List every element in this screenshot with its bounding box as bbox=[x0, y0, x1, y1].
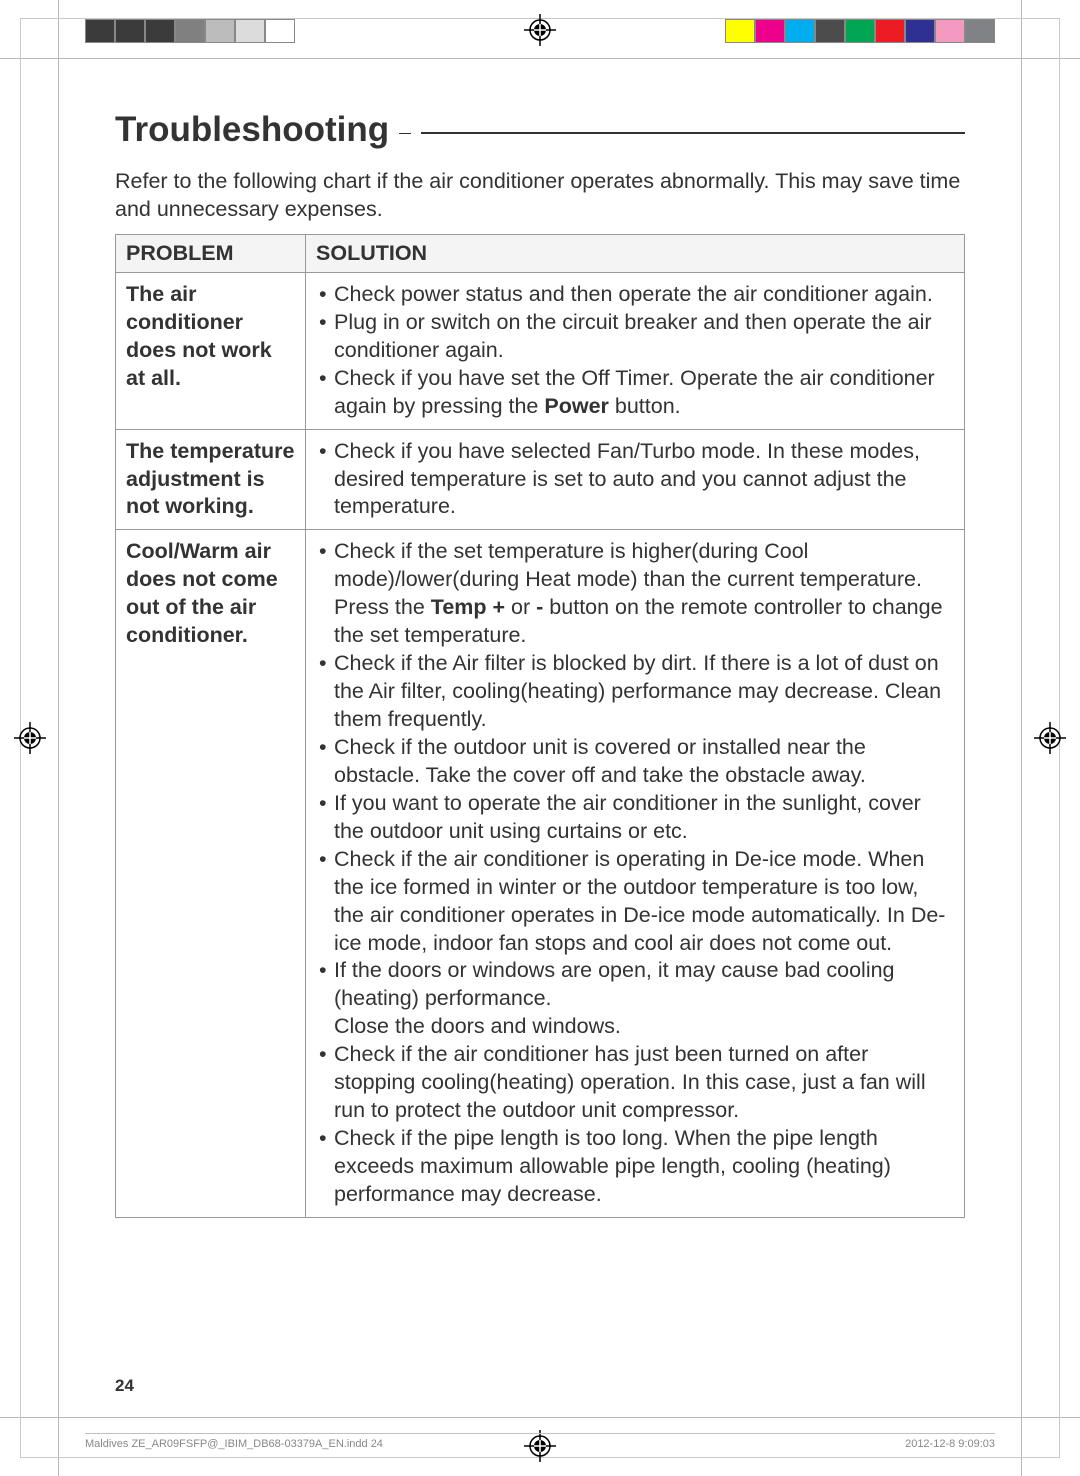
color-swatch bbox=[935, 19, 965, 43]
problem-cell: Cool/Warm air does not come out of the a… bbox=[116, 530, 306, 1218]
solution-item: Check power status and then operate the … bbox=[316, 281, 954, 309]
crop-line bbox=[1021, 0, 1022, 1476]
problem-cell: The air conditioner does not work at all… bbox=[116, 272, 306, 429]
table-row: The air conditioner does not work at all… bbox=[116, 272, 965, 429]
solution-item: Check if the outdoor unit is covered or … bbox=[316, 734, 954, 790]
color-swatch bbox=[755, 19, 785, 43]
solution-item: Check if the Air filter is blocked by di… bbox=[316, 650, 954, 734]
color-swatch bbox=[265, 19, 295, 43]
solution-text: Temp + bbox=[431, 595, 505, 619]
color-swatch bbox=[205, 19, 235, 43]
color-swatch bbox=[905, 19, 935, 43]
solution-item: Plug in or switch on the circuit breaker… bbox=[316, 309, 954, 365]
title-rule bbox=[421, 132, 965, 134]
color-bar-right bbox=[725, 19, 995, 43]
solution-text: Check if the outdoor unit is covered or … bbox=[334, 735, 866, 787]
registration-mark-icon bbox=[14, 722, 46, 754]
solution-cell: Check power status and then operate the … bbox=[306, 272, 965, 429]
crop-line bbox=[0, 1417, 1080, 1418]
intro-text: Refer to the following chart if the air … bbox=[115, 168, 965, 224]
table-row: The temperature adjustment is not workin… bbox=[116, 429, 965, 530]
solution-item: If you want to operate the air condition… bbox=[316, 790, 954, 846]
page: Troubleshooting Refer to the following c… bbox=[0, 0, 1080, 1476]
solution-text: Check power status and then operate the … bbox=[334, 282, 933, 306]
color-swatch bbox=[115, 19, 145, 43]
solution-item: Check if the pipe length is too long. Wh… bbox=[316, 1125, 954, 1209]
solution-text: button. bbox=[609, 394, 681, 418]
color-swatch bbox=[725, 19, 755, 43]
solution-item: Check if the air conditioner has just be… bbox=[316, 1041, 954, 1125]
footer-rule bbox=[85, 1433, 995, 1434]
solution-cell: Check if the set temperature is higher(d… bbox=[306, 530, 965, 1218]
color-swatch bbox=[815, 19, 845, 43]
solution-list: Check if you have selected Fan/Turbo mod… bbox=[316, 438, 954, 522]
crop-tick bbox=[42, 1396, 64, 1418]
footer-file: Maldives ZE_AR09FSFP@_IBIM_DB68-03379A_E… bbox=[85, 1438, 383, 1450]
registration-mark-icon bbox=[1034, 722, 1066, 754]
title-rule-tick bbox=[399, 133, 411, 145]
color-swatch bbox=[965, 19, 995, 43]
crop-tick bbox=[42, 58, 64, 80]
page-number: 24 bbox=[115, 1376, 134, 1396]
solution-list: Check power status and then operate the … bbox=[316, 281, 954, 421]
solution-text: Power bbox=[544, 394, 609, 418]
table-row: Cool/Warm air does not come out of the a… bbox=[116, 530, 965, 1218]
color-bar-left bbox=[85, 19, 295, 43]
solution-text: Check if the pipe length is too long. Wh… bbox=[334, 1126, 891, 1206]
col-problem: PROBLEM bbox=[116, 234, 306, 272]
problem-cell: The temperature adjustment is not workin… bbox=[116, 429, 306, 530]
page-content: Troubleshooting Refer to the following c… bbox=[115, 110, 965, 1218]
registration-mark-icon bbox=[524, 14, 556, 46]
crop-tick bbox=[1016, 1396, 1038, 1418]
color-swatch bbox=[175, 19, 205, 43]
troubleshooting-table: PROBLEM SOLUTION The air conditioner doe… bbox=[115, 234, 965, 1218]
solution-item: Check if you have set the Off Timer. Ope… bbox=[316, 365, 954, 421]
color-swatch bbox=[85, 19, 115, 43]
crop-line bbox=[58, 0, 59, 1476]
solution-item: Check if you have selected Fan/Turbo mod… bbox=[316, 438, 954, 522]
solution-list: Check if the set temperature is higher(d… bbox=[316, 538, 954, 1209]
crop-tick bbox=[1016, 58, 1038, 80]
solution-text: Plug in or switch on the circuit breaker… bbox=[334, 310, 932, 362]
registration-mark-icon bbox=[524, 1430, 556, 1462]
color-swatch bbox=[875, 19, 905, 43]
solution-text: Check if you have selected Fan/Turbo mod… bbox=[334, 439, 920, 519]
col-solution: SOLUTION bbox=[306, 234, 965, 272]
solution-text: Check if the air conditioner is operatin… bbox=[334, 847, 945, 955]
color-swatch bbox=[235, 19, 265, 43]
solution-text: If the doors or windows are open, it may… bbox=[334, 958, 895, 1010]
solution-item: Check if the set temperature is higher(d… bbox=[316, 538, 954, 650]
solution-text: Check if the Air filter is blocked by di… bbox=[334, 651, 941, 731]
footer-timestamp: 2012-12-8 9:09:03 bbox=[905, 1438, 995, 1450]
color-swatch bbox=[845, 19, 875, 43]
solution-item: Check if the air conditioner is operatin… bbox=[316, 846, 954, 958]
solution-cell: Check if you have selected Fan/Turbo mod… bbox=[306, 429, 965, 530]
solution-text: Close the doors and windows. bbox=[334, 1014, 621, 1038]
color-swatch bbox=[785, 19, 815, 43]
color-swatch bbox=[145, 19, 175, 43]
solution-text: Check if the air conditioner has just be… bbox=[334, 1042, 926, 1122]
solution-text: or bbox=[505, 595, 536, 619]
crop-line bbox=[0, 58, 1080, 59]
title-row: Troubleshooting bbox=[115, 110, 965, 150]
solution-text: If you want to operate the air condition… bbox=[334, 791, 921, 843]
solution-item: If the doors or windows are open, it may… bbox=[316, 957, 954, 1041]
page-title: Troubleshooting bbox=[115, 110, 389, 150]
